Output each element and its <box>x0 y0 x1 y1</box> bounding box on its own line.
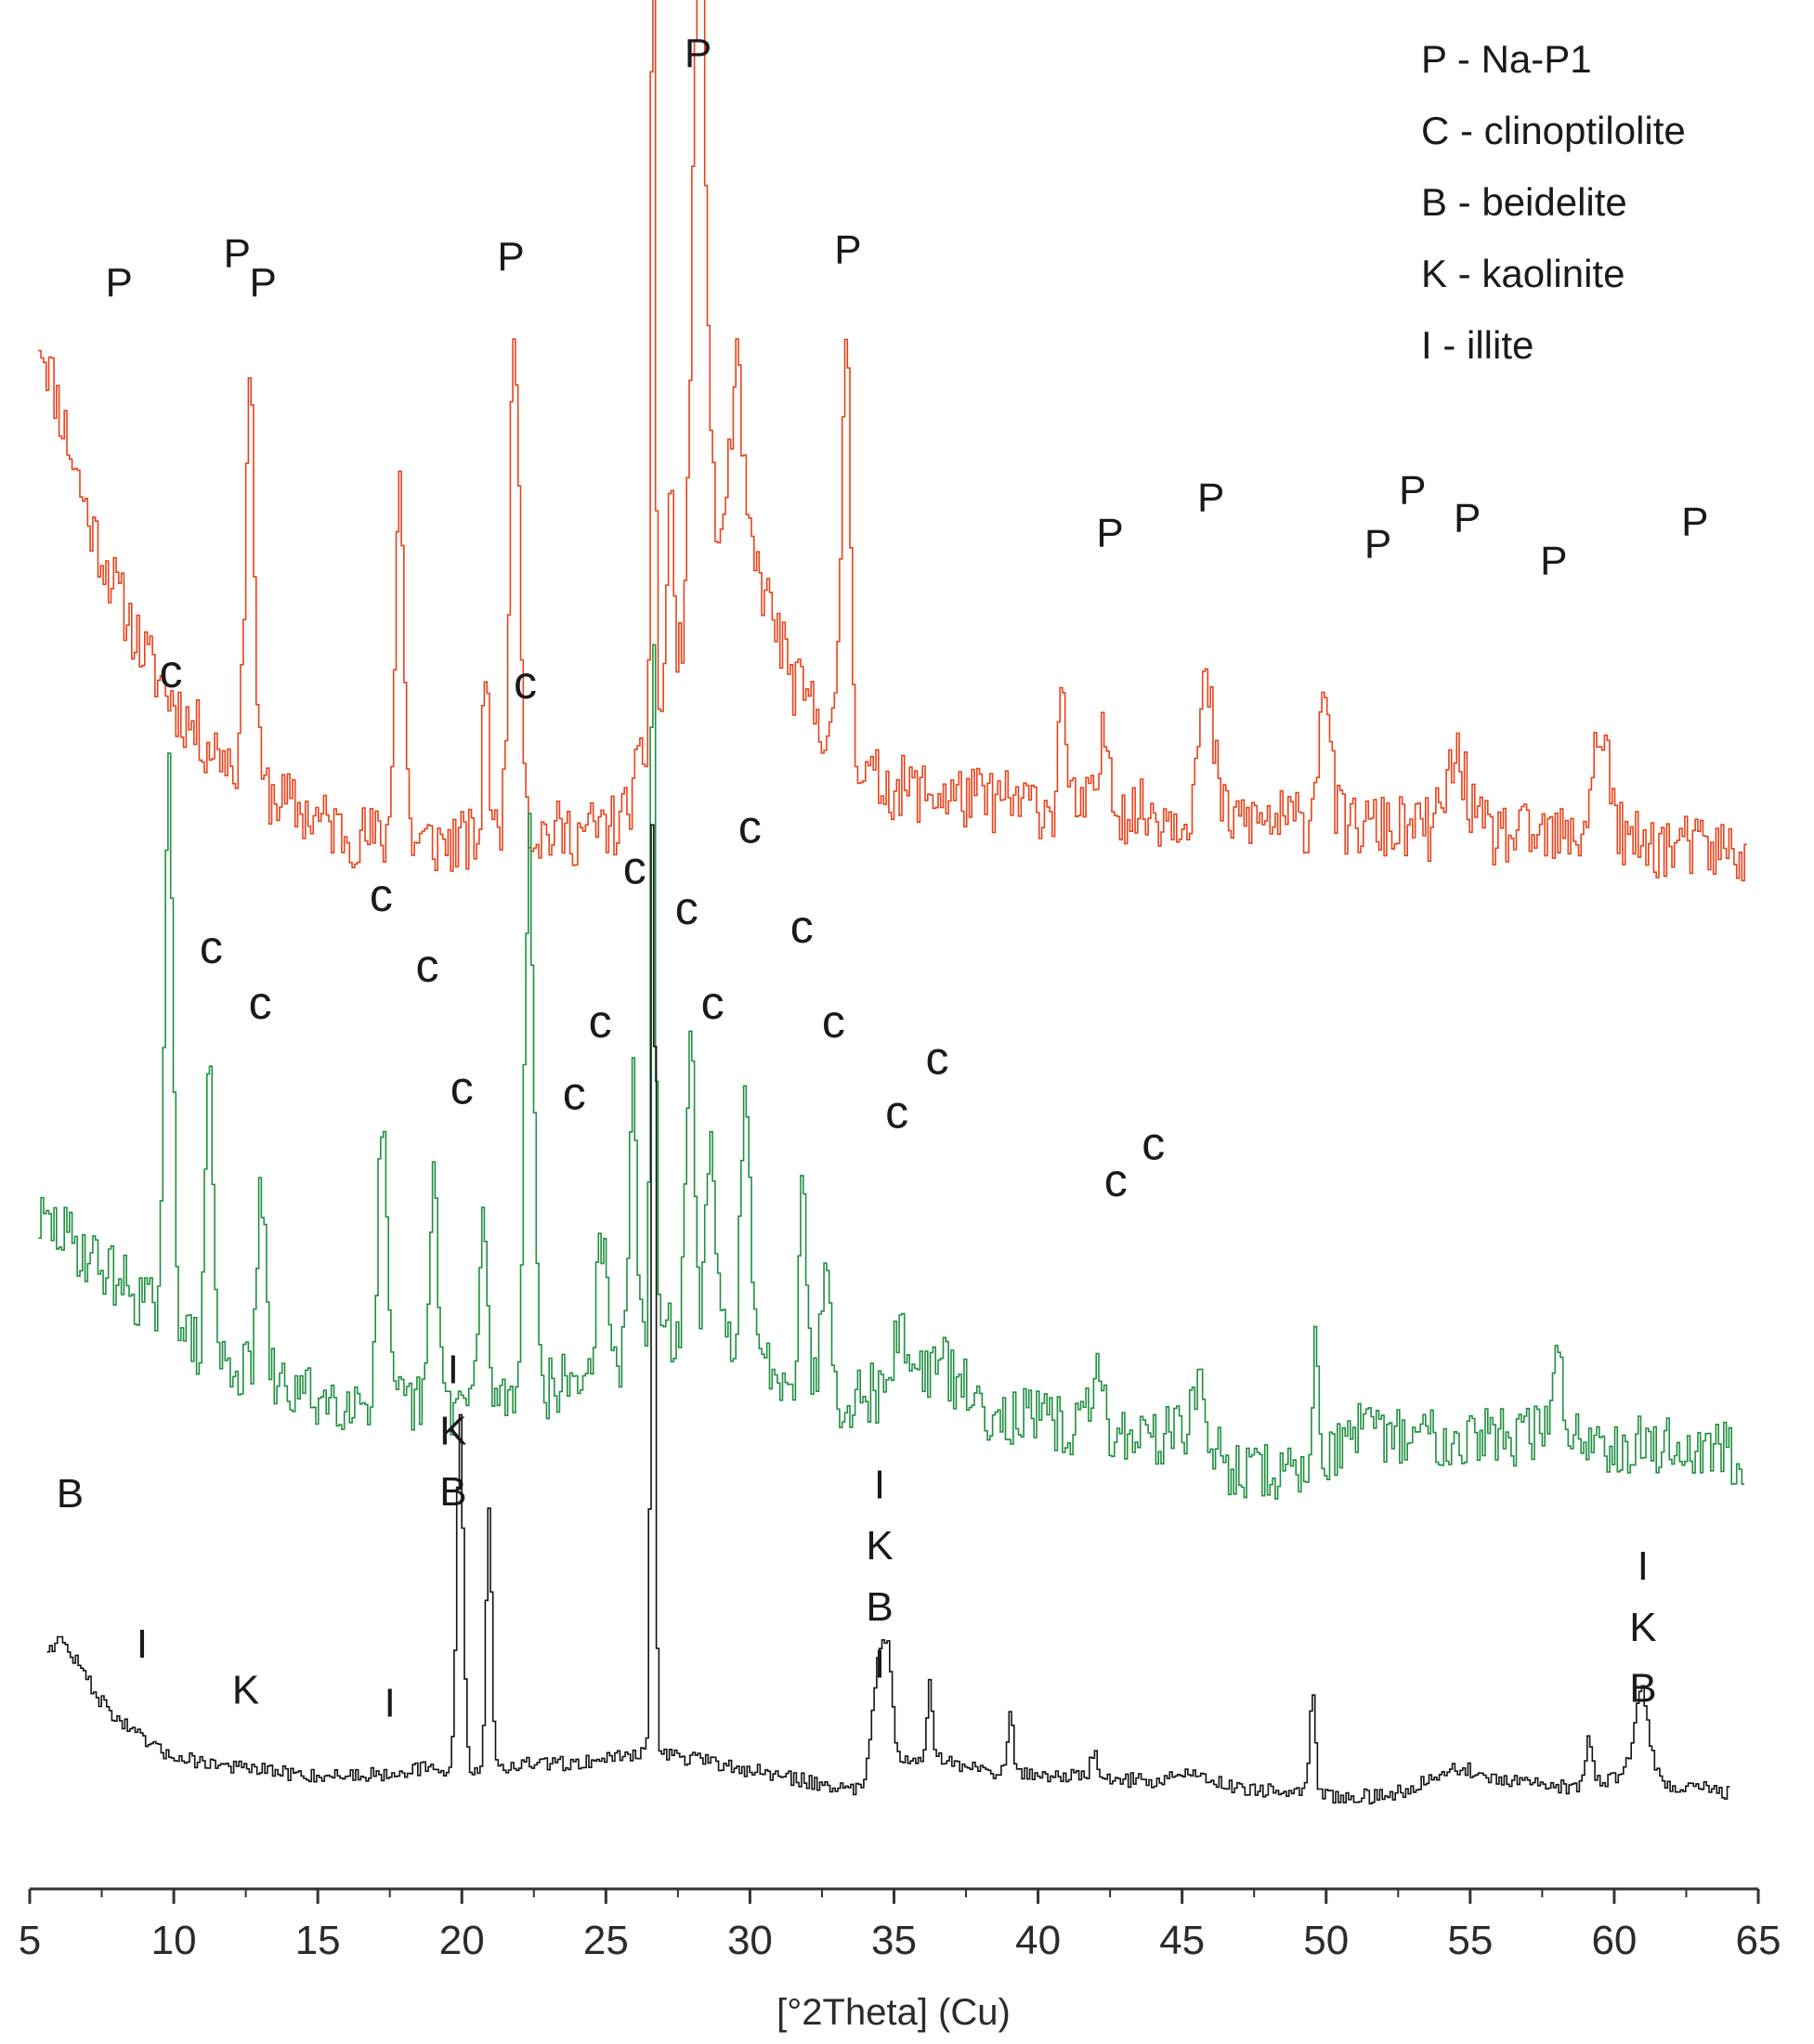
peak-label: c <box>623 841 646 893</box>
peak-label: K <box>1629 1605 1656 1650</box>
peak-label: c <box>514 657 537 709</box>
peak-label: c <box>738 801 762 853</box>
legend-entry: B - beidelite <box>1421 180 1627 224</box>
peak-label: P <box>1364 521 1391 566</box>
peak-label: I <box>385 1681 396 1726</box>
peak-label: c <box>885 1087 908 1139</box>
x-axis-title: [°2Theta] (Cu) <box>776 1992 1011 2033</box>
x-tick-label: 10 <box>151 1918 197 1963</box>
peak-label: P <box>250 260 277 306</box>
x-tick-label: 25 <box>583 1918 629 1963</box>
legend: P - Na-P1 C - clinoptilolite B - beidelite… <box>1421 37 1686 367</box>
peak-label: I <box>448 1347 459 1393</box>
x-tick-label: 55 <box>1447 1918 1493 1963</box>
peak-label: P <box>1681 499 1708 544</box>
x-axis-ticks: 5 10 15 20 25 30 35 40 45 50 55 60 65 <box>19 1889 1781 1963</box>
x-tick-label: 45 <box>1159 1918 1205 1963</box>
peak-label: c <box>589 996 612 1048</box>
peak-label: c <box>675 882 698 934</box>
legend-entry: C - clinoptilolite <box>1421 109 1686 152</box>
peak-label: c <box>450 1062 474 1114</box>
peak-label: K <box>439 1408 466 1453</box>
peak-label: c <box>249 977 272 1029</box>
legend-entry: I - illite <box>1421 323 1533 367</box>
peak-label: P <box>685 31 711 76</box>
x-tick-label: 40 <box>1015 1918 1061 1963</box>
x-tick-label: 20 <box>439 1918 485 1963</box>
peak-label: I <box>874 1642 885 1687</box>
peak-label: P <box>497 234 524 280</box>
pattern-line-2 <box>38 644 1745 1500</box>
peak-label: B <box>57 1471 84 1517</box>
peak-label: c <box>370 869 393 921</box>
peak-label: c <box>160 645 183 697</box>
peak-label: K <box>232 1668 259 1713</box>
peak-label: c <box>1104 1154 1128 1206</box>
peak-label: B <box>439 1469 466 1515</box>
peak-label: B <box>1629 1666 1656 1712</box>
x-tick-label: 30 <box>727 1918 773 1963</box>
diffraction-patterns <box>38 0 1747 1805</box>
peak-label: P <box>106 260 133 306</box>
peak-label: c <box>200 921 223 973</box>
peak-label: P <box>224 230 251 276</box>
peak-label: c <box>822 996 845 1048</box>
x-tick-label: 35 <box>871 1918 917 1963</box>
x-axis: 5 10 15 20 25 30 35 40 45 50 55 60 65 [°2Theta] (Cu) <box>19 1887 1781 2033</box>
peak-label: c <box>926 1033 949 1085</box>
peak-label: I <box>874 1462 885 1507</box>
x-tick-label: 5 <box>19 1918 41 1963</box>
peak-label: I <box>137 1621 148 1667</box>
pattern-line-3 <box>46 824 1730 1805</box>
peak-label: B <box>866 1584 893 1630</box>
peak-label: P <box>834 227 861 272</box>
peak-label: P <box>1096 510 1123 555</box>
x-tick-label: 60 <box>1591 1918 1637 1963</box>
peak-label: P <box>1197 475 1224 521</box>
x-tick-label: 65 <box>1736 1918 1781 1963</box>
peak-label: K <box>866 1523 893 1569</box>
pattern-line-1 <box>38 0 1747 882</box>
peak-label: P <box>1399 468 1426 514</box>
legend-entry: P - Na-P1 <box>1421 37 1592 81</box>
x-tick-label: 50 <box>1303 1918 1349 1963</box>
peak-label: P <box>1454 495 1481 540</box>
peak-label: c <box>416 940 439 992</box>
peak-label: c <box>563 1068 586 1120</box>
peak-label: I <box>1638 1543 1649 1589</box>
x-tick-label: 15 <box>295 1918 341 1963</box>
peak-label: c <box>790 901 814 953</box>
peak-label: c <box>701 977 724 1029</box>
legend-entry: K - kaolinite <box>1421 252 1625 295</box>
peak-label: P <box>1540 538 1567 583</box>
peak-label: c <box>1142 1117 1165 1169</box>
